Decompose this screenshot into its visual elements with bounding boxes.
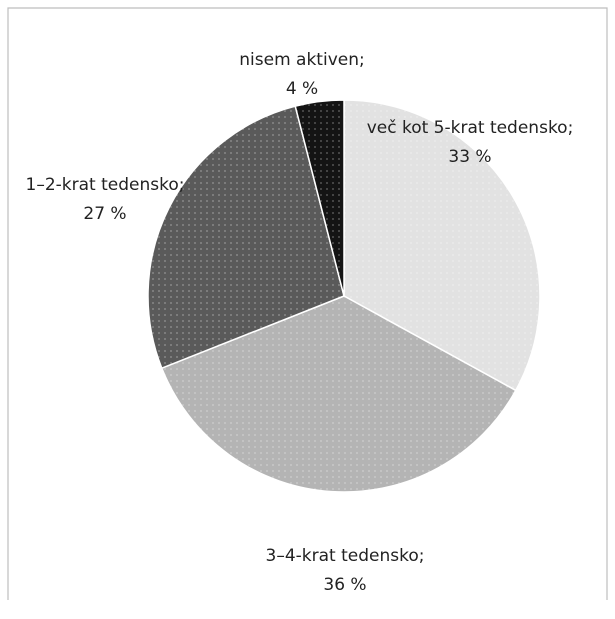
slice-texture bbox=[295, 100, 344, 296]
slice-texture bbox=[344, 100, 540, 391]
slice-label: več kot 5-krat tedensko; bbox=[367, 118, 574, 138]
slice-value-label: 33 % bbox=[448, 147, 491, 167]
slice-label: nisem aktiven; bbox=[239, 50, 364, 70]
slice-value-label: 4 % bbox=[286, 79, 318, 99]
pie bbox=[147, 99, 541, 493]
slice-label: 3–4-krat tedensko; bbox=[266, 546, 425, 566]
slice-texture bbox=[148, 106, 344, 369]
slice-value-label: 36 % bbox=[323, 575, 366, 595]
slice-value-label: 27 % bbox=[83, 204, 126, 224]
frame bbox=[7, 7, 608, 600]
slice-texture bbox=[161, 296, 516, 492]
slice-label: 1–2-krat tedensko; bbox=[26, 175, 185, 195]
